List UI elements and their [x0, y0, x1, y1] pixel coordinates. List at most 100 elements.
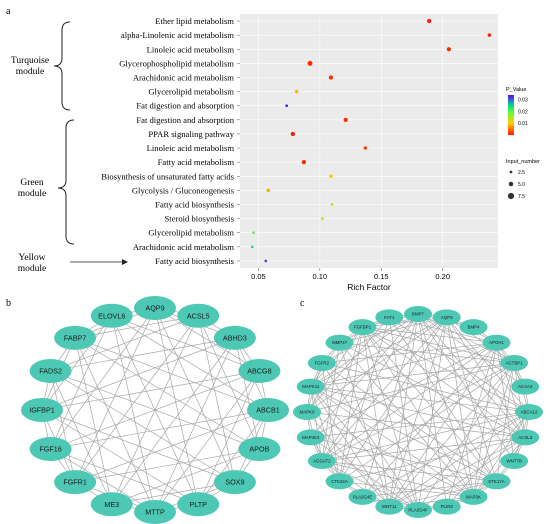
y-tick-label: Arachidonic acid metabolism [133, 73, 234, 83]
edge [310, 386, 323, 462]
node-shape [511, 429, 540, 446]
x-tick-label: 0.20 [435, 272, 450, 281]
node-shape [54, 325, 97, 350]
y-tick-label: Fatty acid biosynthesis [155, 256, 234, 266]
node-label: MMP27 [332, 340, 348, 345]
node-label: STK17A [488, 479, 504, 484]
network-node: WNT7B [500, 453, 529, 469]
edge [306, 317, 390, 413]
panel-label-a: a [6, 6, 11, 17]
network-node: PLA2G4F [404, 502, 432, 518]
edge [321, 342, 340, 462]
edge [339, 342, 474, 498]
network-node: AGGAT2 [307, 453, 336, 469]
edge [234, 337, 260, 450]
node-shape [90, 492, 133, 517]
network-node: PLIN3 [432, 498, 461, 515]
node-label: ABHD3 [223, 333, 247, 342]
edge [321, 411, 530, 462]
color-legend-title: P_Value [506, 87, 526, 93]
data-point [487, 33, 492, 37]
node-label: FGFBP1 [354, 325, 372, 330]
node-shape [404, 502, 432, 518]
edge [310, 386, 530, 413]
node-shape [134, 500, 176, 524]
network-node: BMP4 [459, 319, 488, 336]
node-shape [375, 309, 404, 326]
edge [321, 362, 497, 482]
node-label: PLA2G4F [408, 508, 428, 513]
edge [111, 315, 260, 372]
turquoise-module-line: module [16, 67, 45, 77]
edge [446, 317, 497, 482]
edge [310, 386, 474, 498]
network-node: ABCG8 [238, 358, 281, 383]
edge [306, 411, 526, 438]
edge [362, 316, 447, 328]
network-node: FGFR1 [54, 470, 97, 495]
network-node: MAPK9 [293, 404, 321, 420]
yellow-module-label: Yellow module [18, 253, 47, 274]
data-point [330, 203, 334, 206]
data-point [285, 104, 289, 108]
edge [50, 448, 199, 505]
edge [362, 327, 419, 511]
node-label: BMP4 [468, 325, 481, 330]
node-shape [459, 319, 488, 336]
edge [496, 362, 515, 482]
y-tick-label: Ether lipid metabolism [155, 16, 234, 26]
edge [339, 317, 390, 482]
edge [496, 342, 515, 462]
network-node: FABP7 [54, 325, 97, 350]
network-node: FADS2 [29, 358, 72, 383]
network-node: FGFBP1 [348, 319, 377, 336]
node-shape [177, 303, 220, 328]
edge [473, 437, 526, 498]
edge [50, 448, 156, 513]
edge [41, 315, 113, 411]
edge [306, 411, 474, 498]
edge [321, 317, 447, 462]
edge [111, 315, 156, 513]
node-label: MAP3K [466, 494, 481, 499]
color-legend: P_Value 0.03 0.02 0.01 [506, 87, 528, 135]
node-shape [247, 398, 289, 422]
node-label: PLA2G4E [353, 494, 373, 499]
node-label: CTK32A [331, 479, 348, 484]
edge [310, 313, 419, 387]
edge [111, 315, 269, 411]
y-tick-label: Fatty acid biosynthesis [155, 200, 234, 210]
node-shape [296, 378, 325, 395]
edge [321, 342, 497, 462]
network-node: ABCB1 [247, 398, 289, 422]
data-point [250, 245, 254, 249]
network-node: AQP9 [134, 296, 176, 320]
y-tick-label: Glycolysis / Gluconeogenesis [132, 185, 235, 195]
network-node: APOB [238, 437, 281, 462]
node-label: BMP7 [412, 312, 425, 317]
edge [417, 313, 474, 497]
edge [389, 317, 530, 413]
node-shape [134, 296, 176, 320]
node-shape [307, 355, 336, 371]
turquoise-bracket [53, 21, 71, 111]
node-shape [293, 404, 321, 420]
node-label: ABCA12 [521, 410, 538, 415]
node-label: AQP9 [145, 304, 164, 313]
y-tick-label: Arachidonic acid metabolism [133, 242, 234, 252]
turquoise-module-label: Turquoise module [11, 56, 49, 77]
y-tick-label: Fat digestion and absorption [136, 101, 234, 111]
node-shape [296, 429, 325, 446]
size-legend-label: 7.5 [518, 194, 525, 200]
node-shape [325, 334, 354, 351]
edge [310, 437, 497, 482]
network-node: ACSL5 [177, 303, 220, 328]
edge [362, 326, 515, 364]
y-tick-label: Biosynthesis of unsaturated fatty acids [101, 171, 234, 181]
edge [310, 386, 497, 482]
edge [321, 313, 419, 462]
network-node: AQP3 [432, 309, 461, 326]
network-node: FAT1 [375, 309, 404, 326]
data-point [320, 217, 324, 220]
edge [362, 326, 530, 413]
